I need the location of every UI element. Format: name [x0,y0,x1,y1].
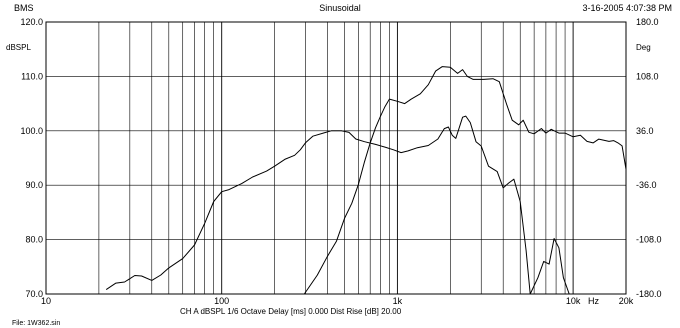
x-tick-label: 20k [619,296,634,306]
plot-frame [45,21,627,295]
y-right-tick-label: -108.0 [636,235,662,245]
y-left-tick-label: 100.0 [20,126,43,136]
x-tick-label: 10 [41,296,51,306]
y-left-tick-label: 80.0 [25,235,43,245]
header-center: Sinusoidal [319,3,361,13]
right-axis-label: Deg [636,43,651,52]
y-right-tick-label: -36.0 [636,180,657,190]
y-right-tick-label: 36.0 [636,126,654,136]
x-tick-label: 1k [393,296,403,306]
x-tick-label: 100 [214,296,229,306]
header-right: 3-16-2005 4:07:38 PM [582,3,672,13]
phase-series-line [303,66,627,295]
grid [46,22,626,294]
y-right-tick-label: -180.0 [636,289,662,299]
y-left-tick-label: 110.0 [21,71,43,81]
footer-info: CH A dBSPL 1/6 Octave Delay [ms] 0.000 D… [180,307,402,316]
series-group [105,66,627,295]
y-left-tick-label: 120.0 [20,17,43,27]
x-tick-label: 10k [566,296,581,306]
y-left-tick-label: 90.0 [25,180,43,190]
tick-labels: 10 100 1k 10k 20k 70.0 80.0 90.0 100.0 110.0 120.0… [20,17,661,306]
x-unit-label: Hz [588,296,599,306]
header-left: BMS [14,3,34,13]
left-axis-label: dBSPL [6,43,31,52]
spl-series-line [105,115,570,295]
y-left-tick-label: 70.0 [25,289,43,299]
footer-file: File: 1W362.sin [12,320,60,327]
y-right-tick-label: 180.0 [636,17,659,27]
y-right-tick-label: 108.0 [636,71,659,81]
